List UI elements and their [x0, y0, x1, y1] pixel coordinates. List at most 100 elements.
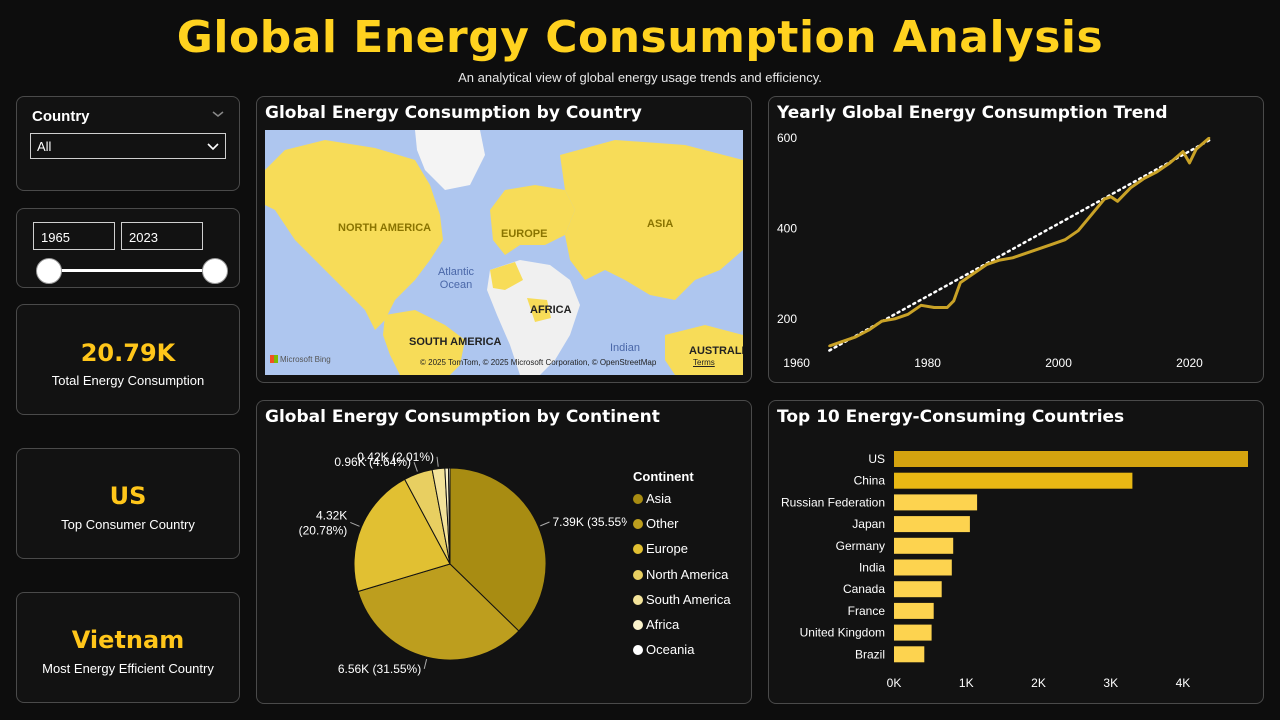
- pie-slice[interactable]: [353, 478, 451, 593]
- year-slider-handle-start[interactable]: [36, 258, 62, 284]
- data-point: [952, 299, 955, 302]
- legend-label: Asia: [646, 491, 672, 506]
- data-point: [1181, 150, 1185, 153]
- x-tick-label: 4K: [1176, 676, 1191, 690]
- bar[interactable]: [894, 559, 952, 576]
- pie-data-label: 0.42K (2.01%): [357, 450, 434, 464]
- legend-label: Africa: [646, 617, 680, 632]
- legend-swatch: [633, 620, 643, 630]
- top10-bar-chart[interactable]: US China Russian Federation Japan Germany Ind…: [769, 401, 1263, 703]
- year-slider-handle-end[interactable]: [202, 258, 228, 284]
- year-slider-track[interactable]: [49, 269, 215, 272]
- kpi-label: Total Energy Consumption: [51, 373, 205, 388]
- data-point: [1011, 256, 1014, 260]
- kpi-most-efficient: Vietnam Most Energy Efficient Country: [16, 592, 240, 703]
- world-map-land: [265, 130, 743, 375]
- data-point: [854, 335, 857, 339]
- bar[interactable]: [894, 516, 970, 533]
- bar[interactable]: [894, 494, 978, 511]
- x-tick-label: 1980: [914, 356, 941, 370]
- bar[interactable]: [894, 646, 925, 663]
- legend-item[interactable]: Other: [633, 516, 679, 532]
- kpi-value: US: [109, 482, 147, 510]
- ocean-label-indian: Indian: [610, 342, 640, 354]
- map-label-australia: AUSTRALI: [689, 345, 743, 357]
- kpi-value: 20.79K: [80, 339, 176, 367]
- y-tick-label: 200: [777, 312, 797, 326]
- legend-label: Other: [646, 516, 679, 532]
- bing-icon: [270, 355, 278, 363]
- bar-category-label: Brazil: [855, 647, 885, 661]
- data-point: [828, 344, 831, 348]
- bar[interactable]: [894, 537, 954, 554]
- data-point: [1063, 238, 1067, 241]
- legend-item[interactable]: Oceania: [633, 642, 694, 658]
- data-point: [1207, 136, 1211, 140]
- bar[interactable]: [894, 624, 932, 641]
- legend-item[interactable]: Africa: [633, 617, 679, 633]
- data-point: [1142, 177, 1145, 180]
- data-point: [1037, 247, 1041, 250]
- country-dropdown[interactable]: All: [30, 133, 226, 159]
- data-point: [1024, 252, 1028, 255]
- legend-label: South America: [646, 591, 731, 607]
- legend-swatch: [633, 594, 643, 605]
- pie-slice[interactable]: [447, 467, 451, 565]
- year-end-input[interactable]: 2023: [121, 222, 203, 250]
- bar-category-label: Japan: [852, 517, 885, 531]
- pie-slice[interactable]: [357, 563, 520, 661]
- bar[interactable]: [894, 451, 1248, 467]
- kpi-label: Most Energy Efficient Country: [42, 661, 214, 676]
- world-map[interactable]: NORTH AMERICA EUROPE ASIA AFRICA SOUTH A…: [265, 130, 743, 375]
- legend-swatch: [633, 494, 643, 504]
- map-card: Global Energy Consumption by Country NOR…: [256, 96, 752, 383]
- legend-item[interactable]: North America: [633, 567, 728, 583]
- data-point: [1116, 200, 1119, 203]
- pie-slice[interactable]: [449, 467, 547, 632]
- legend-swatch: [633, 645, 643, 656]
- bar-category-label: US: [868, 452, 885, 466]
- map-label-north-america: NORTH AMERICA: [338, 222, 432, 234]
- bar-category-label: India: [859, 561, 885, 575]
- chevron-down-icon[interactable]: [211, 107, 225, 121]
- data-point: [1109, 195, 1113, 198]
- map-attribution: © 2025 TomTom, © 2025 Microsoft Corporat…: [420, 358, 657, 367]
- data-point: [919, 304, 923, 307]
- year-start-input[interactable]: 1965: [33, 222, 115, 250]
- x-tick-label: 1960: [783, 356, 810, 370]
- bar[interactable]: [894, 581, 942, 598]
- trend-line-chart[interactable]: 200 400 600 1960 1980 2000 2020: [769, 97, 1263, 382]
- map-label-africa: AFRICA: [530, 304, 572, 316]
- pie-leader-line: [423, 659, 428, 669]
- pie-data-label: 0.96K (4.64%): [334, 455, 411, 469]
- legend-item[interactable]: Europe: [633, 541, 688, 557]
- data-point: [998, 258, 1001, 262]
- pie-leader-line: [540, 521, 550, 527]
- legend-swatch: [633, 544, 643, 555]
- country-slicer-label: Country: [32, 108, 90, 125]
- trend-card: Yearly Global Energy Consumption Trend 2…: [768, 96, 1264, 383]
- bar-category-label: China: [854, 474, 886, 488]
- data-point: [906, 313, 910, 316]
- data-point: [932, 306, 936, 309]
- bar[interactable]: [894, 602, 934, 619]
- year-slicer: 1965 2023: [16, 208, 240, 288]
- pie-chart[interactable]: 7.39K (35.55%) 6.56K (31.55%) 4.32K(20.78%…: [257, 401, 627, 703]
- legend-item[interactable]: Asia: [633, 491, 671, 507]
- bar[interactable]: [894, 472, 1133, 489]
- data-point: [985, 263, 988, 266]
- bar-category-label: United Kingdom: [800, 626, 885, 640]
- map-terms-link[interactable]: Terms: [693, 358, 715, 367]
- data-point: [1077, 229, 1080, 232]
- dashboard-title: Global Energy Consumption Analysis: [176, 12, 1104, 63]
- pie-data-label: 7.39K (35.55%): [552, 515, 627, 529]
- trendline: [828, 139, 1211, 352]
- data-point: [893, 317, 897, 321]
- x-tick-label: 2020: [1176, 356, 1203, 370]
- data-point: [1188, 161, 1191, 165]
- legend-item[interactable]: South America: [633, 592, 731, 608]
- pie-leader-line: [436, 456, 439, 467]
- country-slicer: Country All: [16, 96, 240, 191]
- x-tick-label: 2000: [1045, 356, 1072, 370]
- dashboard-subtitle: An analytical view of global energy usag…: [458, 70, 822, 85]
